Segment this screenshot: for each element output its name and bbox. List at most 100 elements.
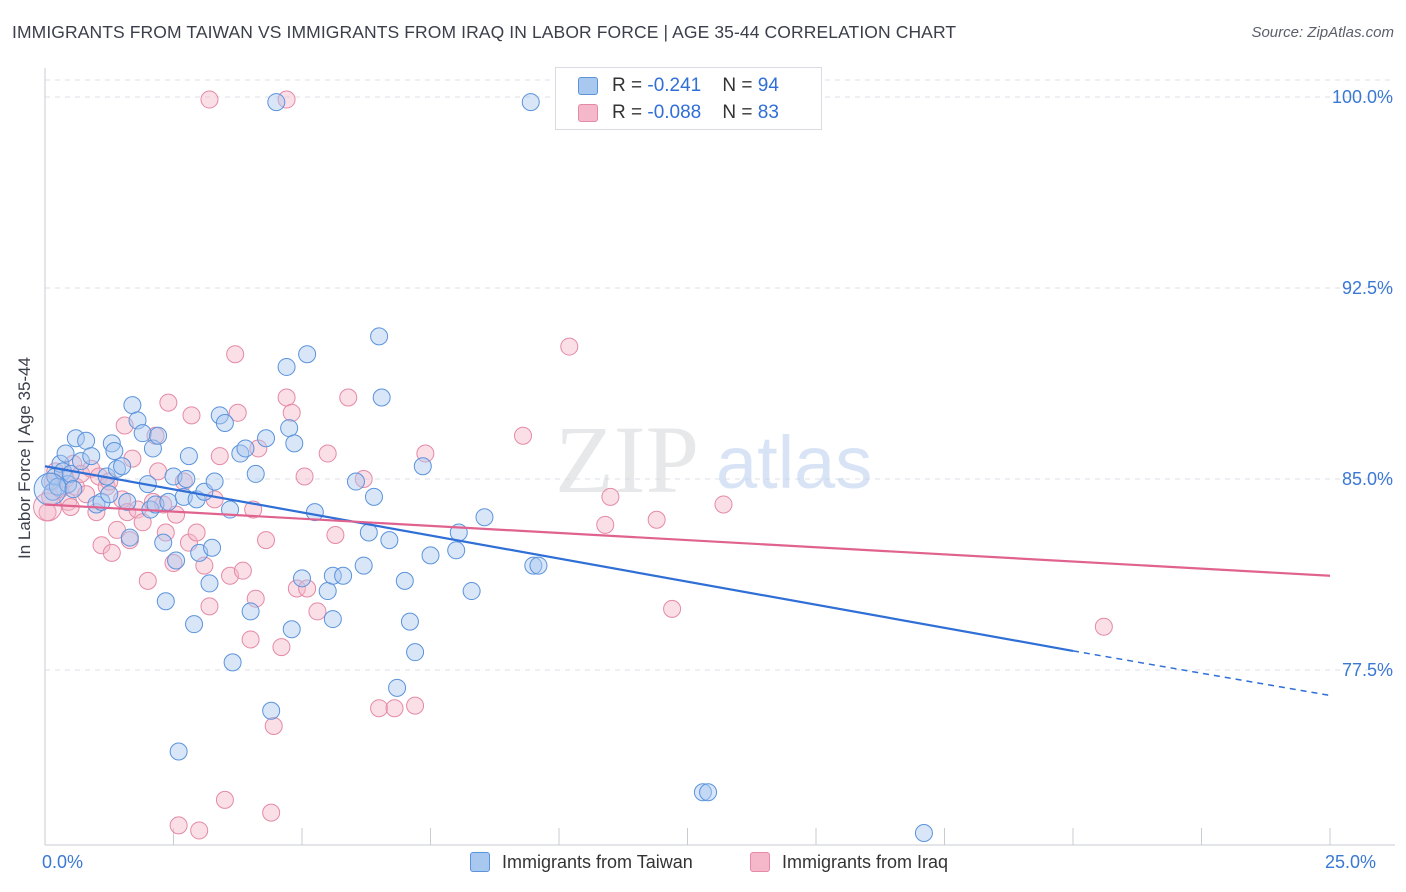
taiwan-point-90 <box>914 823 933 842</box>
taiwan-point-11 <box>71 452 90 471</box>
taiwan-point-58 <box>280 419 299 438</box>
axis-layer <box>44 68 1395 846</box>
x-tick-min: 0.0% <box>42 852 84 872</box>
iraq-point-67 <box>339 388 358 407</box>
iraq-point-24 <box>123 449 142 468</box>
iraq-point-54 <box>249 439 268 458</box>
taiwan-point-88 <box>693 783 712 802</box>
taiwan-point-52 <box>236 439 255 458</box>
iraq-point-69 <box>370 699 389 718</box>
taiwan-r-label: R = <box>612 75 648 96</box>
iraq-point-74 <box>560 337 579 356</box>
iraq-point-33 <box>159 393 178 412</box>
trend-lines <box>44 465 1331 697</box>
iraq-trend-line <box>44 503 1331 577</box>
taiwan-point-36 <box>169 742 188 761</box>
iraq-point-76 <box>601 487 620 506</box>
iraq-point-62 <box>295 467 314 486</box>
taiwan-point-78 <box>413 457 432 476</box>
iraq-n-label: N = <box>722 102 758 123</box>
taiwan-point-46 <box>205 472 224 491</box>
taiwan-point-20 <box>113 457 132 476</box>
taiwan-point-14 <box>87 495 106 514</box>
iraq-swatch <box>578 104 598 122</box>
taiwan-point-83 <box>475 508 494 527</box>
taiwan-point-21 <box>118 492 137 511</box>
taiwan-point-62 <box>298 345 317 364</box>
iraq-point-41 <box>190 821 209 840</box>
iraq-point-43 <box>200 597 219 616</box>
taiwan-point-48 <box>215 413 234 432</box>
iraq-point-58 <box>272 638 291 657</box>
taiwan-point-92 <box>346 472 365 491</box>
taiwan-n-value: 94 <box>757 75 779 96</box>
watermark-atlas: atlas <box>716 421 872 504</box>
iraq-point-60 <box>282 403 301 422</box>
iraq-point-77 <box>647 510 666 529</box>
grid-layer <box>45 79 1390 671</box>
taiwan-point-77 <box>406 643 425 662</box>
taiwan-point-25 <box>133 424 152 443</box>
iraq-point-18 <box>102 543 121 562</box>
iraq-point-80 <box>1094 617 1113 636</box>
stats-box: R = -0.241 N = 94 R = -0.088 N = 83 <box>555 67 822 130</box>
taiwan-point-72 <box>372 388 391 407</box>
taiwan-point-57 <box>277 357 296 376</box>
taiwan-point-44 <box>200 574 219 593</box>
watermark-zip: ZIP <box>555 406 699 513</box>
taiwan-swatch <box>578 77 598 95</box>
iraq-point-61 <box>287 579 306 598</box>
taiwan-point-33 <box>159 492 178 511</box>
legend-iraq-label: Immigrants from Iraq <box>782 852 949 872</box>
taiwan-point-9 <box>64 480 83 499</box>
taiwan-point-12 <box>77 431 96 450</box>
iraq-point-45 <box>210 447 229 466</box>
iraq-point-36 <box>169 816 188 835</box>
taiwan-point-55 <box>257 429 276 448</box>
iraq-point-82 <box>277 90 296 109</box>
taiwan-point-13 <box>82 447 101 466</box>
taiwan-points <box>33 90 933 842</box>
y-tick-label-1: 85.0% <box>1341 469 1393 489</box>
taiwan-point-38 <box>177 470 196 488</box>
iraq-point-56 <box>262 803 281 822</box>
y-tick-label-0: 77.5% <box>1341 660 1393 680</box>
iraq-point-59 <box>277 388 296 407</box>
taiwan-point-91 <box>267 93 286 112</box>
taiwan-point-93 <box>100 485 119 504</box>
taiwan-point-1 <box>43 482 62 501</box>
legend-iraq-swatch <box>750 852 770 872</box>
taiwan-r-value: -0.241 <box>647 75 702 96</box>
taiwan-point-89 <box>699 783 718 802</box>
y-axis-label: In Labor Force | Age 35-44 <box>15 357 34 559</box>
taiwan-point-85 <box>524 556 543 575</box>
taiwan-point-18 <box>105 441 124 460</box>
iraq-n-value: 83 <box>757 102 779 123</box>
taiwan-point-10 <box>66 429 85 448</box>
iraq-point-27 <box>138 571 157 590</box>
taiwan-point-60 <box>285 434 304 453</box>
taiwan-n-label: N = <box>722 75 758 96</box>
taiwan-point-45 <box>203 538 222 557</box>
taiwan-point-54 <box>246 464 265 483</box>
taiwan-point-71 <box>370 327 389 346</box>
iraq-point-49 <box>228 403 247 422</box>
iraq-points <box>33 90 1113 840</box>
taiwan-point-53 <box>241 602 260 621</box>
watermark: ZIP atlas <box>555 406 872 513</box>
taiwan-point-35 <box>167 551 186 570</box>
taiwan-point-30 <box>149 426 168 445</box>
taiwan-point-15 <box>92 492 111 511</box>
iraq-point-70 <box>385 699 404 718</box>
y-tick-label-2: 92.5% <box>1341 278 1393 298</box>
taiwan-point-82 <box>462 582 481 601</box>
iraq-point-32 <box>156 523 175 542</box>
iraq-point-50 <box>233 561 252 580</box>
source-credit: Source: ZipAtlas.com <box>1251 24 1394 41</box>
iraq-point-79 <box>714 495 733 514</box>
taiwan-point-59 <box>282 620 301 639</box>
taiwan-point-39 <box>179 447 198 466</box>
taiwan-point-61 <box>293 569 311 588</box>
taiwan-point-64 <box>318 582 337 601</box>
